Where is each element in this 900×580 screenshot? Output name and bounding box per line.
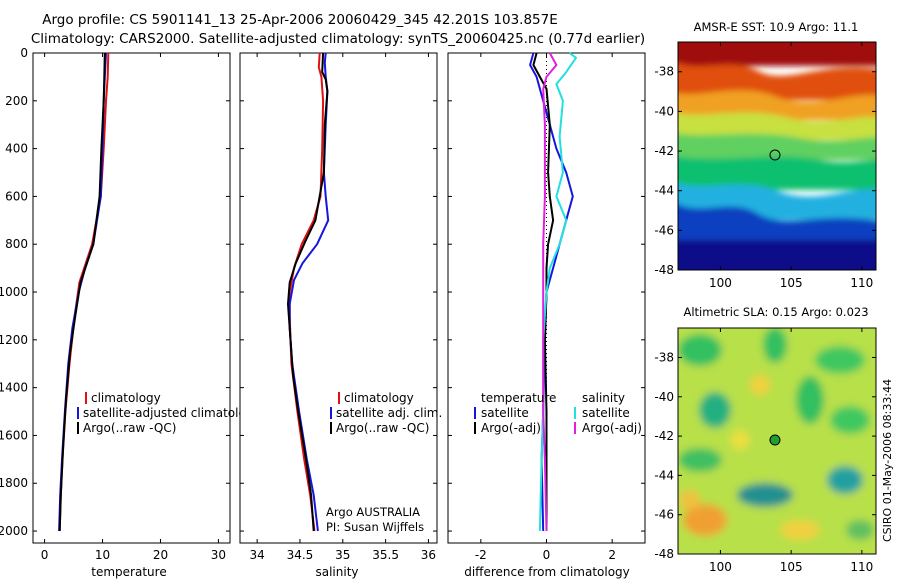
- difference-curves: [529, 52, 577, 532]
- x-tick-label: 105: [780, 560, 803, 574]
- csiro-credit: CSIRO 01-May-2006 08:33:44: [881, 379, 894, 542]
- sla-map-ticks: 100 105 110 -48 -46 -44 -42 -40 -38: [654, 328, 876, 574]
- pi-annotation: PI: Susan Wijffels: [326, 520, 424, 534]
- legend-title-temperature: temperature: [481, 391, 556, 405]
- salinity-xlabel: salinity: [315, 565, 358, 579]
- sst-heatmap-field: [678, 42, 876, 270]
- x-tick-label: 0: [41, 548, 49, 562]
- series-salinity-argo-adj: [542, 52, 558, 532]
- sst-heatmap: [678, 42, 876, 270]
- y-tick-label: 1200: [0, 333, 28, 347]
- sla-map-panel: Altimetric SLA: 0.15 Argo: 0.023: [654, 305, 877, 574]
- y-tick-label: -46: [654, 223, 674, 237]
- sst-map-panel: AMSR-E SST: 10.9 Argo: 11.1 100 105 110 -48…: [654, 20, 877, 290]
- difference-panel: -2 0 2 difference from climatology tempera…: [447, 52, 646, 579]
- difference-xlabel: difference from climatology: [464, 565, 630, 579]
- legend-label-climatology: climatology: [344, 391, 414, 405]
- y-tick-label: -48: [654, 547, 674, 561]
- difference-legend-temperature: temperature satellite Argo(-adj): [474, 391, 556, 435]
- x-tick-label: -2: [475, 548, 487, 562]
- legend-label-climatology: climatology: [91, 391, 161, 405]
- x-tick-label: 10: [95, 548, 110, 562]
- difference-ticks: -2 0 2: [448, 52, 645, 562]
- temperature-xlabel: temperature: [91, 565, 166, 579]
- y-tick-label: 1000: [0, 285, 28, 299]
- salinity-panel: 34 34.5 35 35.5 36 salinity climatology sate…: [239, 52, 442, 579]
- salinity-legend: climatology satellite adj. clim. Argo(..…: [330, 391, 442, 435]
- y-tick-label: 200: [5, 94, 28, 108]
- temperature-axes: [32, 52, 231, 544]
- figure-title-line2: Climatology: CARS2000. Satellite-adjuste…: [31, 31, 645, 47]
- legend-label-sal-argo: Argo(-adj): [582, 421, 642, 435]
- x-tick-label: 20: [153, 548, 168, 562]
- x-tick-label: 2: [608, 548, 616, 562]
- salinity-axes: [239, 52, 438, 544]
- sla-map-axes: [677, 327, 877, 555]
- argo-float-marker: [769, 434, 781, 446]
- y-tick-label: 2000: [0, 524, 28, 538]
- y-tick-label: 1400: [0, 381, 28, 395]
- legend-label-sal-satellite: satellite: [582, 406, 630, 420]
- y-tick-label: -48: [654, 263, 674, 277]
- x-tick-label: 35: [335, 548, 350, 562]
- x-tick-label: 30: [211, 548, 226, 562]
- y-tick-label: -44: [654, 184, 674, 198]
- y-tick-label: -40: [654, 104, 674, 118]
- y-tick-label: -42: [654, 429, 674, 443]
- x-tick-label: 110: [850, 276, 873, 290]
- argo-float-marker: [769, 149, 781, 161]
- sst-map-ticks: 100 105 110 -48 -46 -44 -42 -40 -38: [654, 42, 876, 290]
- x-tick-label: 100: [709, 560, 732, 574]
- difference-legend-salinity: salinity satellite Argo(-adj): [574, 391, 642, 435]
- y-tick-label: -38: [654, 350, 674, 364]
- sla-heatmap: [678, 328, 876, 554]
- figure-title-line1: Argo profile: CS 5901141_13 25-Apr-2006 …: [42, 12, 558, 28]
- x-tick-label: 105: [780, 276, 803, 290]
- sla-heatmap-field: [678, 328, 876, 554]
- y-tick-label: 1600: [0, 428, 28, 442]
- y-tick-label: 400: [5, 142, 28, 156]
- legend-label-satellite-adjusted: satellite-adjusted climatology: [83, 406, 261, 420]
- series-temperature-argo-adj: [532, 52, 555, 531]
- y-tick-label: -46: [654, 508, 674, 522]
- legend-title-salinity: salinity: [582, 391, 625, 405]
- x-tick-label: 36: [421, 548, 436, 562]
- y-tick-label: -44: [654, 468, 674, 482]
- legend-label-satellite-adj: satellite adj. clim.: [336, 406, 442, 420]
- sst-map-axes: [677, 41, 877, 271]
- sst-map-title: AMSR-E SST: 10.9 Argo: 11.1: [694, 20, 859, 34]
- temperature-curves: [58, 52, 110, 532]
- x-tick-label: 34.5: [287, 548, 314, 562]
- y-tick-label: 1800: [0, 476, 28, 490]
- x-tick-label: 35.5: [372, 548, 399, 562]
- legend-label-argo: Argo(..raw -QC): [336, 421, 429, 435]
- x-tick-label: 0: [543, 548, 551, 562]
- salinity-curves: [287, 52, 330, 532]
- legend-label-temp-satellite: satellite: [481, 406, 529, 420]
- salinity-ticks: 34 34.5 35 35.5 36: [240, 52, 437, 562]
- y-tick-label: -40: [654, 390, 674, 404]
- temperature-panel: 0 10 20 30 0 200 400 600 800 1000 1200 1400 1600 1800…: [0, 46, 261, 579]
- x-tick-label: 100: [709, 276, 732, 290]
- sla-map-title: Altimetric SLA: 0.15 Argo: 0.023: [683, 305, 868, 319]
- y-tick-label: -42: [654, 144, 674, 158]
- legend-label-argo: Argo(..raw -QC): [83, 421, 176, 435]
- temperature-legend: climatology satellite-adjusted climatolo…: [77, 391, 261, 435]
- series-argo-raw-qc: [287, 52, 329, 532]
- y-tick-label: 800: [5, 237, 28, 251]
- y-tick-label: -38: [654, 65, 674, 79]
- y-tick-label: 600: [5, 189, 28, 203]
- series-argo-raw-qc: [58, 52, 106, 532]
- temperature-ticks: 0 10 20 30 0 200 400 600 800 1000 1200 1400 1600 1800…: [0, 46, 230, 562]
- x-tick-label: 34: [249, 548, 264, 562]
- argo-country-annotation: Argo AUSTRALIA: [326, 505, 420, 519]
- legend-label-temp-argo: Argo(-adj): [481, 421, 541, 435]
- x-tick-label: 110: [850, 560, 873, 574]
- y-tick-label: 0: [20, 46, 28, 60]
